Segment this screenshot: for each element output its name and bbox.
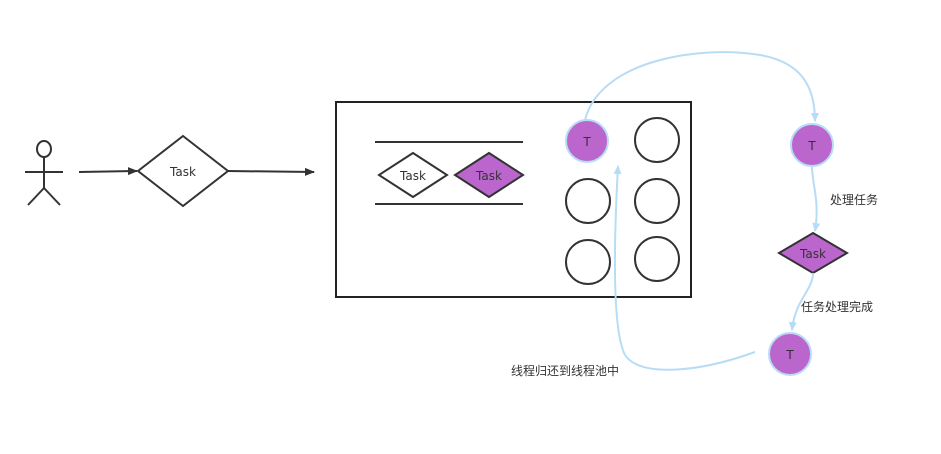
complete-flow-arrow bbox=[788, 272, 814, 331]
queue-task-active: Task bbox=[453, 151, 525, 199]
processing-task-label: Task bbox=[799, 247, 826, 261]
pool-thread-label: T bbox=[582, 135, 591, 149]
submitted-task-label: Task bbox=[169, 165, 196, 179]
submitted-task-node: Task bbox=[136, 134, 230, 208]
pool-thread-active: T bbox=[565, 119, 609, 163]
queue-task-1-label: Task bbox=[399, 169, 426, 183]
pool-thread-idle bbox=[634, 117, 680, 163]
thread-pool-box bbox=[335, 101, 692, 298]
step-done-label: 任务处理完成 bbox=[801, 299, 873, 314]
submit-arrow bbox=[78, 167, 138, 176]
queue-task-2-label: Task bbox=[475, 169, 502, 183]
pool-thread-idle bbox=[565, 178, 611, 224]
finished-thread-label: T bbox=[785, 348, 794, 362]
processing-task-node: Task bbox=[777, 231, 849, 275]
process-flow-arrow bbox=[811, 165, 821, 232]
pool-thread-idle bbox=[634, 236, 680, 282]
step-return-label: 线程归还到线程池中 bbox=[511, 363, 619, 378]
user-actor-icon bbox=[25, 140, 63, 206]
processing-thread-node: T bbox=[790, 123, 834, 167]
queue-task-waiting: Task bbox=[377, 151, 449, 199]
processing-thread-label: T bbox=[807, 139, 816, 153]
pool-thread-idle bbox=[634, 178, 680, 224]
return-flow-arrow bbox=[613, 165, 756, 371]
dispatch-flow-arrow bbox=[584, 51, 819, 122]
enqueue-arrow bbox=[227, 167, 315, 176]
step-process-label: 处理任务 bbox=[830, 192, 878, 207]
pool-thread-idle bbox=[565, 239, 611, 285]
finished-thread-node: T bbox=[768, 332, 812, 376]
